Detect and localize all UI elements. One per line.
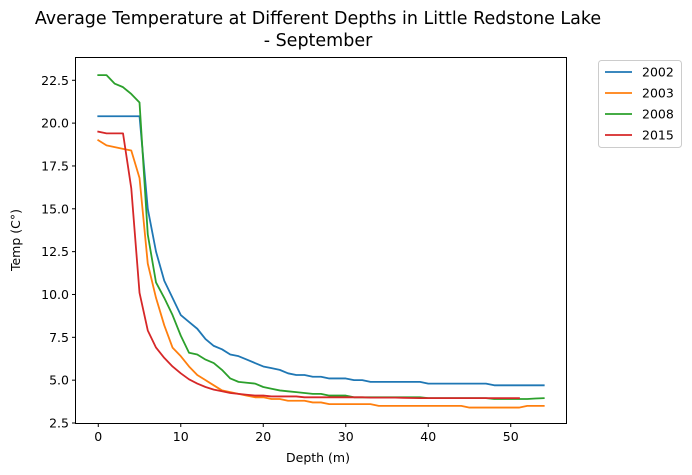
y-tick-label: 5.0 [49, 373, 69, 388]
x-tick-label: 50 [503, 429, 519, 444]
y-tick-label: 7.5 [49, 330, 69, 345]
legend: 2002 2003 2008 2015 [598, 60, 682, 148]
y-tick-label: 22.5 [41, 73, 69, 88]
x-tick-label: 0 [94, 429, 102, 444]
x-axis: 0 10 20 30 40 50 [94, 423, 519, 444]
series-layer [97, 74, 545, 409]
x-tick-label: 10 [173, 429, 189, 444]
series-line-2015 [97, 130, 520, 400]
x-tick-label: 40 [420, 429, 436, 444]
chart-title-line-1: Average Temperature at Different Depths … [35, 9, 601, 29]
series-line-2002 [97, 115, 545, 387]
y-tick-label: 17.5 [41, 158, 69, 173]
plot-frame [75, 57, 567, 424]
y-tick-label: 10.0 [41, 287, 69, 302]
x-tick-label: 30 [338, 429, 354, 444]
legend-label-2008: 2008 [642, 107, 674, 122]
x-tick-label: 20 [255, 429, 271, 444]
legend-label-2003: 2003 [642, 86, 674, 101]
y-tick-label: 15.0 [41, 201, 69, 216]
y-tick-label: 2.5 [49, 416, 69, 431]
y-tick-label: 12.5 [41, 244, 69, 259]
legend-label-2015: 2015 [642, 128, 674, 143]
y-tick-label: 20.0 [41, 116, 69, 131]
legend-items: 2002 2003 2008 2015 [605, 65, 674, 143]
x-axis-label: Depth (m) [286, 450, 350, 465]
series-line-2003 [97, 139, 545, 409]
y-axis-label: Temp (C°) [8, 209, 23, 272]
legend-box [598, 60, 682, 148]
legend-label-2002: 2002 [642, 65, 674, 80]
y-axis: 2.5 5.0 7.5 10.0 12.5 15.0 17.5 20.0 22.5 [41, 73, 76, 431]
chart-title-line-2: - September [264, 31, 373, 51]
